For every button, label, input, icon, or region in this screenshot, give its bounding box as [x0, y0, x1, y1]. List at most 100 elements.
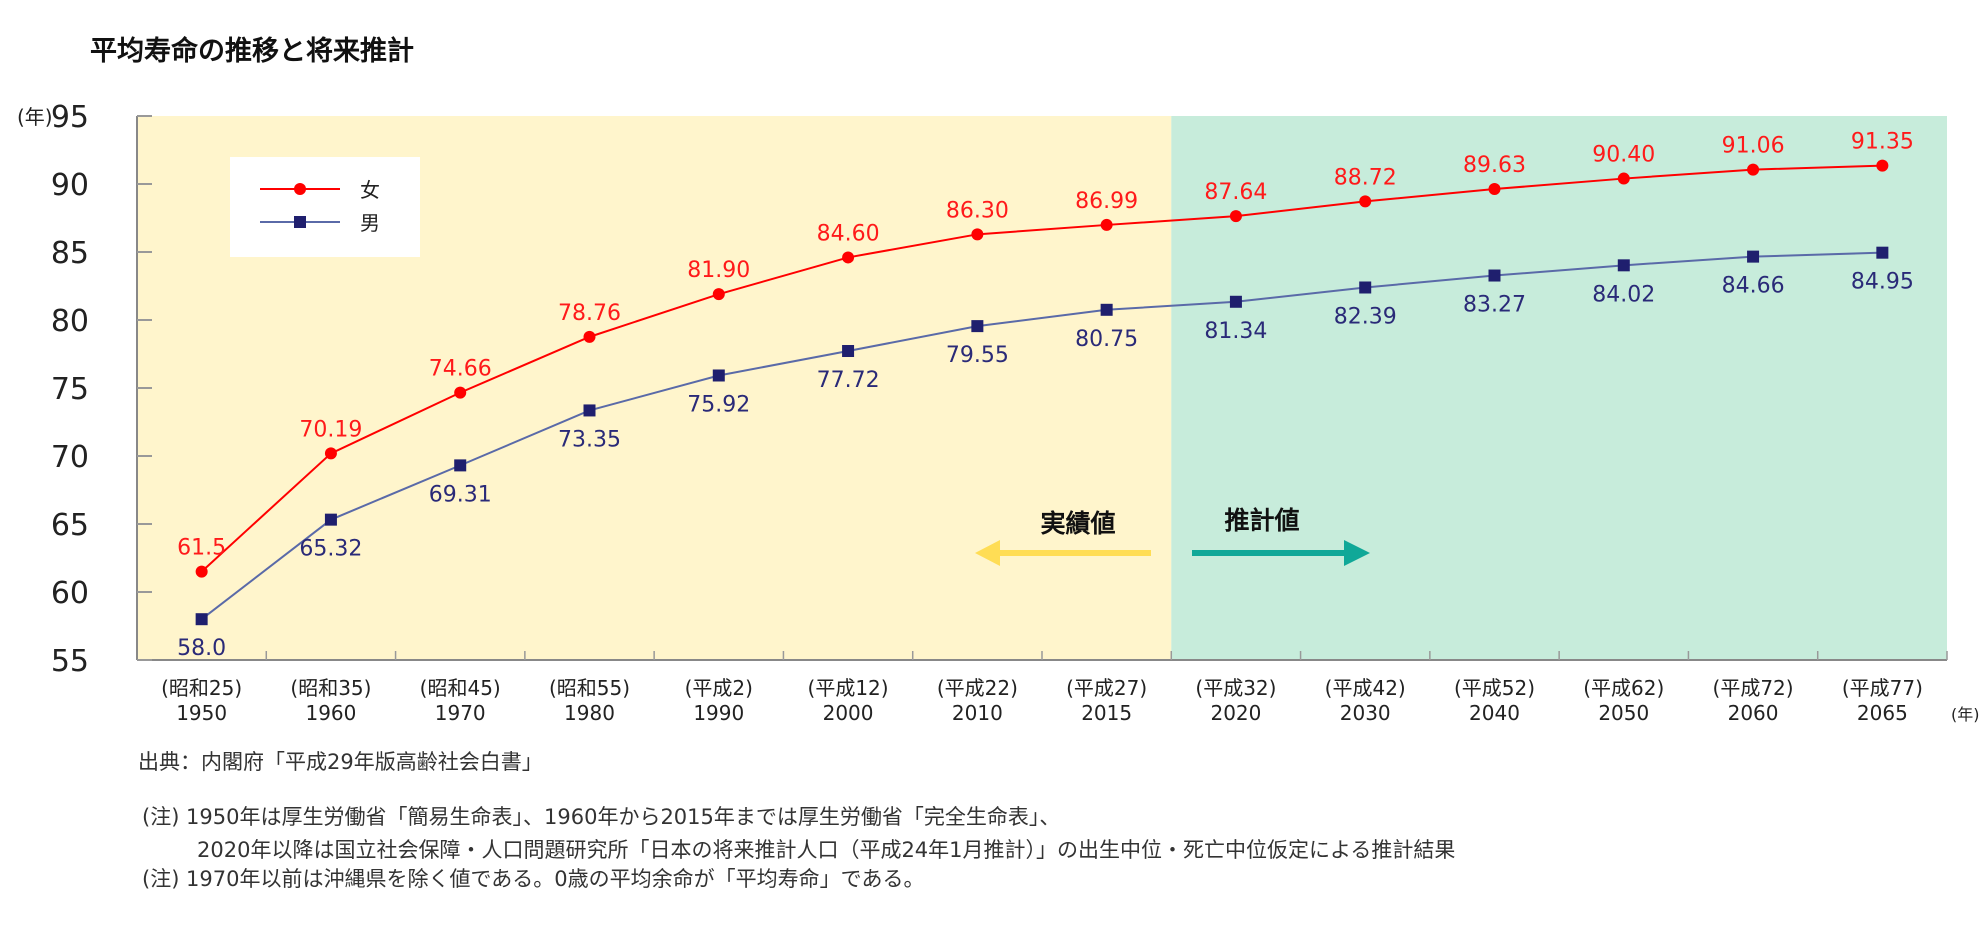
- x-era-label: (昭和25): [161, 676, 242, 700]
- plot-background: [137, 116, 1947, 660]
- data-label-male: 84.95: [1851, 270, 1914, 295]
- x-tick-label: 2020: [1210, 701, 1261, 725]
- y-tick-label: 75: [51, 372, 89, 407]
- data-point-female: [971, 228, 984, 241]
- x-tick-label: 2030: [1340, 701, 1391, 725]
- data-label-male: 84.66: [1722, 274, 1785, 299]
- data-point-male: [1876, 246, 1889, 259]
- data-point-female: [195, 565, 208, 578]
- y-tick-label: 80: [51, 304, 89, 339]
- data-point-male: [971, 320, 984, 333]
- series-line-female: [200, 164, 1883, 573]
- x-era-label: (昭和35): [290, 676, 371, 700]
- data-point-female: [1229, 210, 1242, 223]
- x-tick-label: 2040: [1469, 701, 1520, 725]
- data-point-male: [1617, 259, 1630, 272]
- arrow-left-head: [975, 540, 1000, 566]
- data-point-male: [1229, 295, 1242, 308]
- phase-annotations: 実績値 推計値: [975, 506, 1370, 566]
- x-era-label: (平成62): [1583, 676, 1664, 700]
- data-label-female: 89.63: [1463, 153, 1526, 178]
- x-era-label: (平成22): [937, 676, 1018, 700]
- data-point-female: [1488, 183, 1501, 196]
- data-point-male: [1488, 269, 1501, 282]
- data-point-female: [1359, 195, 1372, 208]
- data-label-male: 84.02: [1592, 282, 1655, 307]
- x-era-label: (平成27): [1066, 676, 1147, 700]
- x-tick-label: 1970: [435, 701, 486, 725]
- legend-marker-circle: [294, 183, 306, 195]
- y-tick-label: 90: [51, 168, 89, 203]
- note-2: 2020年以降は国立社会保障・人口問題研究所「日本の将来推計人口（平成24年1月…: [197, 838, 1455, 862]
- data-label-female: 90.40: [1592, 143, 1655, 168]
- x-era-label: (平成72): [1713, 676, 1794, 700]
- x-tick-label: 1960: [305, 701, 356, 725]
- chart-title: 平均寿命の推移と将来推計: [90, 35, 414, 67]
- legend: 女男: [230, 157, 420, 257]
- data-label-female: 86.99: [1075, 189, 1138, 214]
- data-label-male: 65.32: [299, 537, 362, 562]
- y-tick-label: 95: [51, 100, 89, 135]
- data-label-female: 88.72: [1334, 165, 1397, 190]
- data-label-female: 70.19: [299, 417, 362, 442]
- data-point-male: [1359, 281, 1372, 294]
- legend-label: 女: [360, 178, 380, 202]
- x-tick-label: 2065: [1857, 701, 1908, 725]
- data-label-male: 77.72: [817, 368, 880, 393]
- data-label-male: 73.35: [558, 427, 621, 452]
- data-point-male: [1747, 250, 1760, 263]
- legend-marker-square: [294, 216, 306, 228]
- data-point-male: [712, 369, 725, 382]
- data-label-male: 69.31: [429, 482, 492, 507]
- data-label-female: 81.90: [687, 258, 750, 283]
- series-lines: 61.5 70.19 74.66 78.76 81.90 84.60 86.30 86.99 8…: [177, 130, 1914, 662]
- x-tick-label: 2015: [1081, 701, 1132, 725]
- data-label-female: 78.76: [558, 301, 621, 326]
- data-point-female: [1747, 163, 1760, 176]
- axes: 556065707580859095(年)(昭和25)1950(昭和35)196…: [17, 100, 1980, 725]
- data-point-male: [842, 345, 855, 358]
- region-projected: [1171, 116, 1947, 660]
- data-label-male: 58.0: [177, 636, 226, 661]
- y-tick-label: 65: [51, 508, 89, 543]
- data-label-male: 82.39: [1334, 304, 1397, 329]
- data-point-female: [1617, 172, 1630, 185]
- y-tick-label: 60: [51, 576, 89, 611]
- data-point-male: [195, 613, 208, 626]
- x-tick-label: 1980: [564, 701, 615, 725]
- data-point-female: [583, 330, 596, 343]
- data-point-female: [842, 251, 855, 264]
- note-1: (注) 1950年は厚生労働省「簡易生命表」、1960年から2015年までは厚生…: [142, 805, 1060, 829]
- data-point-male: [324, 513, 337, 526]
- data-point-female: [324, 447, 337, 460]
- data-label-male: 75.92: [687, 392, 750, 417]
- x-tick-label: 2060: [1728, 701, 1779, 725]
- data-point-male: [583, 404, 596, 417]
- label-projected: 推計値: [1224, 506, 1299, 535]
- note-3: (注) 1970年以前は沖縄県を除く値である。0歳の平均余命が「平均寿命」である…: [142, 867, 924, 891]
- data-point-female: [1876, 159, 1889, 172]
- x-era-label: (平成2): [685, 676, 753, 700]
- data-point-female: [1100, 218, 1113, 231]
- x-tick-label: 1950: [176, 701, 227, 725]
- x-tick-label: 1990: [693, 701, 744, 725]
- data-label-female: 91.35: [1851, 130, 1914, 155]
- data-point-female: [712, 288, 725, 301]
- data-label-male: 80.75: [1075, 327, 1138, 352]
- data-label-female: 84.60: [817, 221, 880, 246]
- x-era-label: (平成12): [808, 676, 889, 700]
- arrow-right-head: [1344, 540, 1370, 566]
- x-tick-label: 2000: [823, 701, 874, 725]
- x-era-label: (昭和55): [549, 676, 630, 700]
- data-label-male: 81.34: [1204, 319, 1267, 344]
- data-label-female: 61.5: [177, 536, 226, 561]
- data-label-male: 79.55: [946, 343, 1009, 368]
- data-label-male: 83.27: [1463, 293, 1526, 318]
- x-era-label: (平成77): [1842, 676, 1923, 700]
- source-note: 出典：内閣府「平成29年版高齢社会白書」: [138, 750, 543, 774]
- x-era-label: (平成42): [1325, 676, 1406, 700]
- x-tick-label: 2010: [952, 701, 1003, 725]
- data-label-female: 91.06: [1722, 134, 1785, 159]
- label-actual: 実績値: [1040, 509, 1115, 538]
- data-label-female: 74.66: [429, 357, 492, 382]
